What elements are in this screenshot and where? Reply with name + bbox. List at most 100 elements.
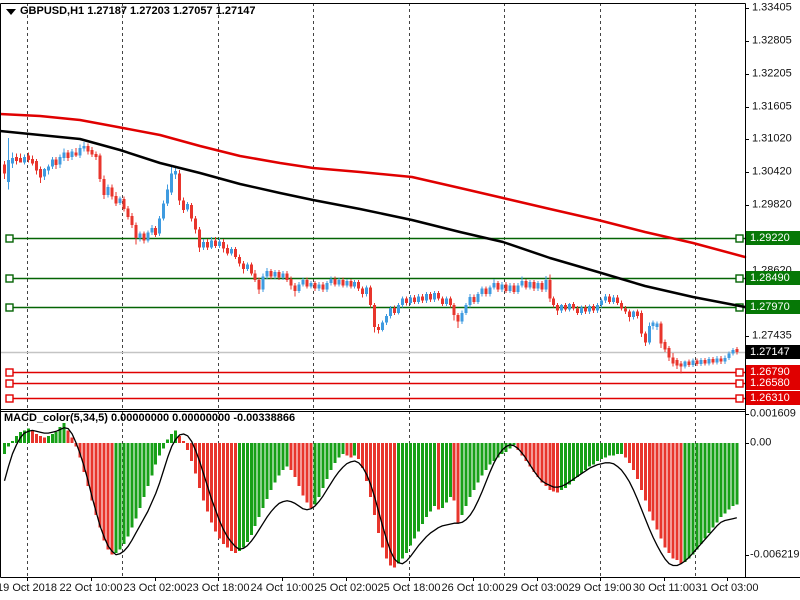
macd-bar [401,443,404,559]
line-anchor-handle[interactable] [5,274,14,283]
macd-bar [86,443,90,487]
macd-bar [186,443,190,451]
macd-bar [170,433,174,443]
ma-slow-red [0,112,747,259]
macd-bar [627,443,631,463]
macd-bar [273,443,277,483]
macd-bar [3,443,6,454]
candle-body [205,241,209,248]
macd-bar [297,443,301,487]
macd-bar [333,443,337,463]
candle-body [317,284,321,289]
candle-body [524,280,528,288]
candle-body [42,168,46,177]
macd-bar [675,443,679,561]
candle-body [592,306,596,311]
macd-bar [404,443,408,553]
line-anchor-handle[interactable] [5,379,14,388]
candle-body [146,232,150,241]
macd-bar [588,443,592,467]
macd-bar [444,443,448,503]
macd-bar [679,443,683,564]
line-anchor-handle[interactable] [735,274,744,283]
macd-bar [30,430,34,443]
candle-body [285,273,289,280]
time-axis-label: 30 Oct 11:00 [632,582,696,594]
candle-body [18,157,22,163]
candle-body [138,233,142,239]
macd-bar [142,443,146,498]
candle-body [627,311,631,318]
candle-body [277,272,281,278]
macd-bar [337,443,341,458]
price-axis-label: 1.33405 [752,1,792,14]
line-anchor-handle[interactable] [735,379,744,388]
candle-body [464,305,468,313]
line-anchor-handle[interactable] [5,303,14,312]
candle-body [615,297,619,303]
candle-body [603,296,607,301]
ma-fast-black [0,129,747,309]
line-anchor-handle[interactable] [5,394,14,403]
candle-body [3,164,6,174]
candle-body [424,294,428,301]
candle-body [150,228,154,233]
candle-body [619,302,623,309]
candle-body [393,307,397,313]
macd-bar [10,441,14,443]
line-anchor-handle[interactable] [5,234,14,243]
candle-body [675,360,679,366]
candle-body [337,279,341,285]
line-anchor-handle[interactable] [735,234,744,243]
macd-bar [615,443,619,454]
macd-bar [683,443,687,562]
candle-body [536,283,540,289]
macd-bar [540,443,544,483]
candle-body [420,296,424,301]
candle-body [484,288,488,295]
macd-axis-label: 0.00 [750,436,772,449]
time-axis-label: 25 Oct 02:00 [314,582,378,594]
macd-bar [735,443,739,505]
candle-body [596,305,600,311]
macd-bar [174,430,178,443]
candle-body [440,298,444,305]
macd-bar [580,443,584,474]
candle-body [74,152,78,156]
macd-bar [357,443,361,460]
macd-bar [428,443,432,512]
candle-body [98,155,102,179]
candle-body [265,271,269,277]
line-anchor-handle[interactable] [5,368,14,377]
candle-body [237,256,241,264]
candle-body [50,159,54,167]
macd-bar [576,443,580,478]
macd-bar [26,428,30,443]
macd-bar [512,443,516,445]
candle-body [369,287,373,306]
candle-body [560,305,564,311]
candle-body [257,279,261,290]
candle-body [34,161,38,171]
candle-body [329,278,333,284]
candle-body [416,296,420,302]
candle-body [194,218,198,230]
candle-body [353,282,357,287]
line-anchor-handle[interactable] [735,394,744,403]
candle-body [281,273,285,278]
candle-body [106,187,110,196]
candle-body [671,357,675,364]
time-axis-label: 31 Oct 03:00 [695,582,759,594]
macd-bar [500,443,504,454]
candle-body [333,278,337,285]
macd-bar [659,443,663,539]
macd-bar [647,443,651,512]
line-anchor-handle[interactable] [735,368,744,377]
macd-bar [257,443,261,517]
time-axis-label: 23 Oct 18:00 [186,582,250,594]
candle-body [548,279,552,299]
candle-body [94,154,98,157]
candle-body [162,203,166,219]
candle-body [66,152,70,158]
